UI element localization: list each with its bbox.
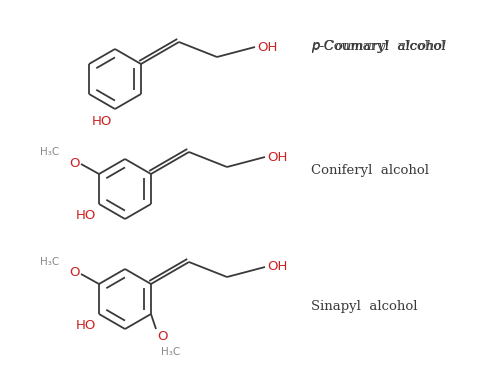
Text: OH: OH xyxy=(257,40,277,53)
Text: OH: OH xyxy=(267,261,287,273)
Text: H₃C: H₃C xyxy=(40,147,59,157)
Text: HO: HO xyxy=(75,209,96,222)
Text: O: O xyxy=(70,156,80,169)
Text: H₃C: H₃C xyxy=(40,257,59,267)
Text: $p$: $p$ xyxy=(311,40,321,54)
Text: O: O xyxy=(70,267,80,279)
Text: H₃C: H₃C xyxy=(161,347,180,357)
Text: -Coumaryl  alcohol: -Coumaryl alcohol xyxy=(319,40,445,53)
Text: Sinapyl  alcohol: Sinapyl alcohol xyxy=(311,300,417,313)
Text: Coniferyl  alcohol: Coniferyl alcohol xyxy=(311,164,429,177)
Text: HO: HO xyxy=(75,319,96,332)
Text: HO: HO xyxy=(92,115,112,128)
Text: OH: OH xyxy=(267,150,287,163)
Text: O: O xyxy=(157,330,168,343)
Text: $p$-Coumaryl  alcohol: $p$-Coumaryl alcohol xyxy=(311,38,447,55)
